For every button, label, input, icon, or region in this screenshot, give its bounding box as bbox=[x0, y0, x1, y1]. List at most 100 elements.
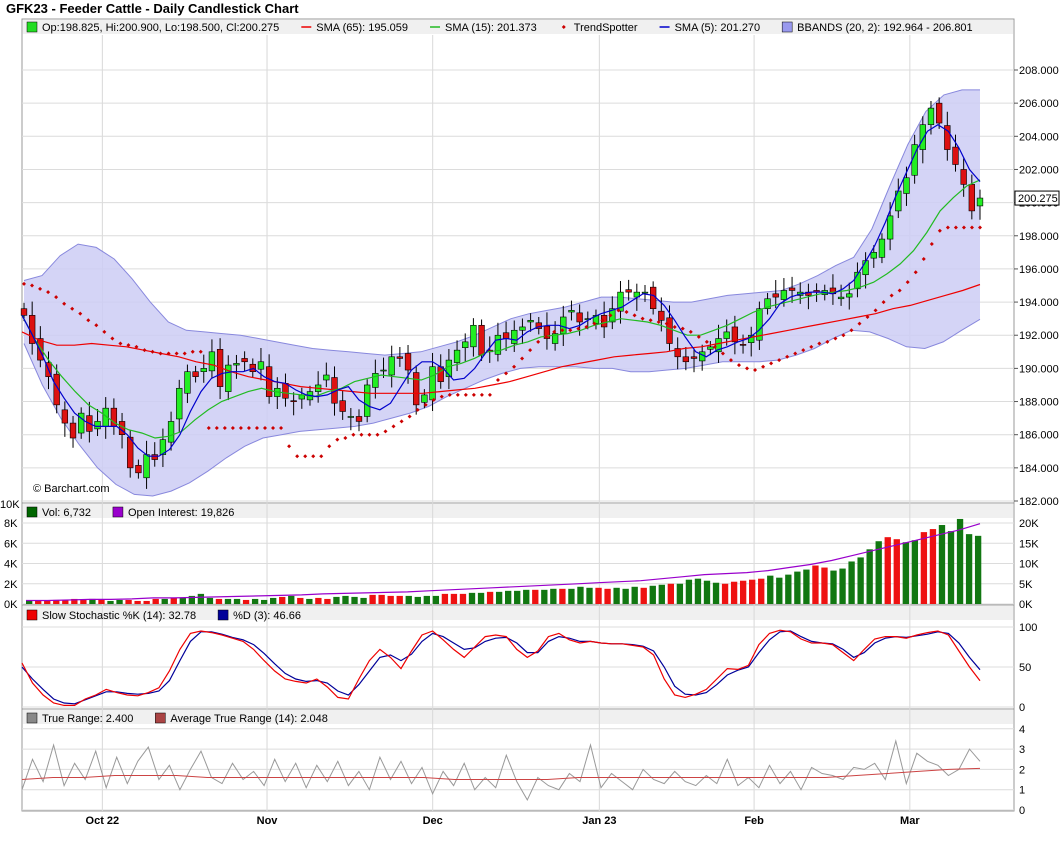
trendspotter-dot bbox=[271, 426, 276, 431]
legend-label: BBANDS (20, 2): 192.964 - 206.801 bbox=[797, 22, 973, 34]
candle-body bbox=[437, 366, 444, 382]
volume-axis-label-right: 10K bbox=[1019, 559, 1039, 571]
trendspotter-dot bbox=[158, 351, 163, 356]
price-axis-label: 192.000 bbox=[1019, 330, 1059, 342]
candle-body bbox=[870, 252, 877, 259]
atr-axis-label: 1 bbox=[1019, 785, 1025, 797]
volume-bar bbox=[188, 595, 196, 604]
candle-body bbox=[682, 356, 690, 363]
trendspotter-dot bbox=[311, 454, 316, 459]
legend-label: Op:198.825, Hi:200.900, Lo:198.500, Cl:2… bbox=[42, 22, 279, 34]
trendspotter-dot bbox=[238, 426, 243, 431]
trendspotter-dot bbox=[359, 432, 364, 437]
volume-bar bbox=[477, 592, 485, 604]
volume-bar bbox=[423, 595, 430, 604]
trendspotter-dot bbox=[600, 318, 605, 323]
candle-body bbox=[225, 364, 232, 392]
candle-body bbox=[854, 271, 861, 290]
volume-bar bbox=[333, 596, 340, 604]
candle-body bbox=[355, 416, 363, 422]
x-tick-label: Dec bbox=[423, 815, 443, 827]
trendspotter-dot bbox=[937, 228, 942, 233]
legend-label: %D (3): 46.66 bbox=[233, 610, 301, 622]
legend-label: SMA (65): 195.059 bbox=[316, 22, 408, 34]
stoch-axis-label: 100 bbox=[1019, 622, 1037, 634]
trendspotter-dot bbox=[576, 326, 581, 331]
trendspotter-dot bbox=[865, 314, 870, 319]
trendspotter-dot bbox=[206, 426, 211, 431]
trendspotter-dot bbox=[793, 351, 798, 356]
trendspotter-dot bbox=[295, 454, 300, 459]
trendspotter-dot bbox=[70, 306, 75, 311]
volume-bar bbox=[938, 525, 946, 604]
candle-body bbox=[535, 322, 542, 329]
panel-frame-3 bbox=[21, 708, 1015, 812]
legend-swatch bbox=[26, 506, 38, 518]
trendspotter-dot bbox=[214, 426, 219, 431]
volume-bar bbox=[233, 598, 241, 604]
trendspotter-dot bbox=[568, 328, 573, 333]
candle-body bbox=[413, 372, 420, 406]
candle-body bbox=[780, 290, 788, 300]
legend-bar-3 bbox=[23, 710, 1013, 724]
trendspotter-dot bbox=[664, 321, 669, 326]
volume-bar bbox=[956, 518, 964, 604]
candle-body bbox=[617, 291, 624, 312]
trendspotter-dot bbox=[335, 437, 340, 442]
volume-bar bbox=[514, 590, 521, 604]
volume-bar bbox=[80, 599, 87, 604]
volume-bar bbox=[107, 600, 114, 604]
volume-bar bbox=[170, 597, 177, 604]
volume-bar bbox=[622, 588, 629, 604]
candle-body bbox=[265, 366, 273, 397]
volume-bar bbox=[197, 593, 205, 604]
legend-swatch bbox=[155, 712, 166, 724]
volume-bar bbox=[360, 597, 367, 604]
trendspotter-dot bbox=[688, 329, 693, 334]
legend-bar-2 bbox=[23, 606, 1013, 620]
candle-body bbox=[494, 334, 502, 355]
volume-bar bbox=[306, 598, 313, 604]
volume-bar bbox=[649, 585, 656, 604]
trendspotter-dot bbox=[62, 301, 67, 306]
volume-bar bbox=[495, 591, 503, 604]
candle-body bbox=[208, 351, 216, 372]
trendspotter-dot bbox=[873, 308, 878, 313]
trendspotter-dot bbox=[287, 444, 292, 449]
trendspotter-dot bbox=[504, 371, 509, 376]
sma-65-line bbox=[21, 283, 981, 394]
volume-bar bbox=[559, 588, 566, 604]
legend-swatch bbox=[112, 506, 124, 518]
legend-label: Vol: 6,732 bbox=[42, 507, 91, 519]
price-axis-label: 198.000 bbox=[1019, 231, 1059, 243]
volume-axis-label-right: 0K bbox=[1019, 599, 1033, 611]
price-axis-label: 188.000 bbox=[1019, 397, 1059, 409]
trendspotter-dot bbox=[423, 402, 428, 407]
candle-body bbox=[143, 454, 150, 479]
volume-bar bbox=[920, 532, 928, 604]
volume-bar bbox=[703, 580, 711, 604]
trendspotter-dot bbox=[495, 377, 500, 382]
price-axis-label: 204.000 bbox=[1019, 131, 1059, 143]
volume-axis-label-left: 8K bbox=[4, 518, 18, 530]
volume-bar bbox=[71, 598, 78, 604]
trendspotter-dot bbox=[777, 358, 782, 363]
trendspotter-dot bbox=[198, 349, 203, 354]
volume-bar bbox=[730, 581, 738, 604]
trendspotter-dot bbox=[303, 454, 308, 459]
candle-body bbox=[339, 400, 346, 412]
trendspotter-dot bbox=[552, 329, 557, 334]
trendspotter-dot bbox=[905, 280, 910, 285]
volume-bar bbox=[848, 561, 855, 604]
volume-bar bbox=[830, 570, 837, 604]
trendspotter-dot bbox=[785, 354, 790, 359]
trendspotter-dot bbox=[463, 392, 468, 397]
candle-body bbox=[37, 338, 44, 361]
trendspotter-dot bbox=[126, 343, 131, 348]
volume-bar bbox=[749, 579, 756, 604]
trendspotter-dot bbox=[761, 364, 766, 369]
candle-body bbox=[372, 373, 379, 388]
volume-bar bbox=[89, 598, 96, 604]
trendspotter-dot bbox=[656, 319, 661, 324]
candle-body bbox=[756, 308, 763, 341]
